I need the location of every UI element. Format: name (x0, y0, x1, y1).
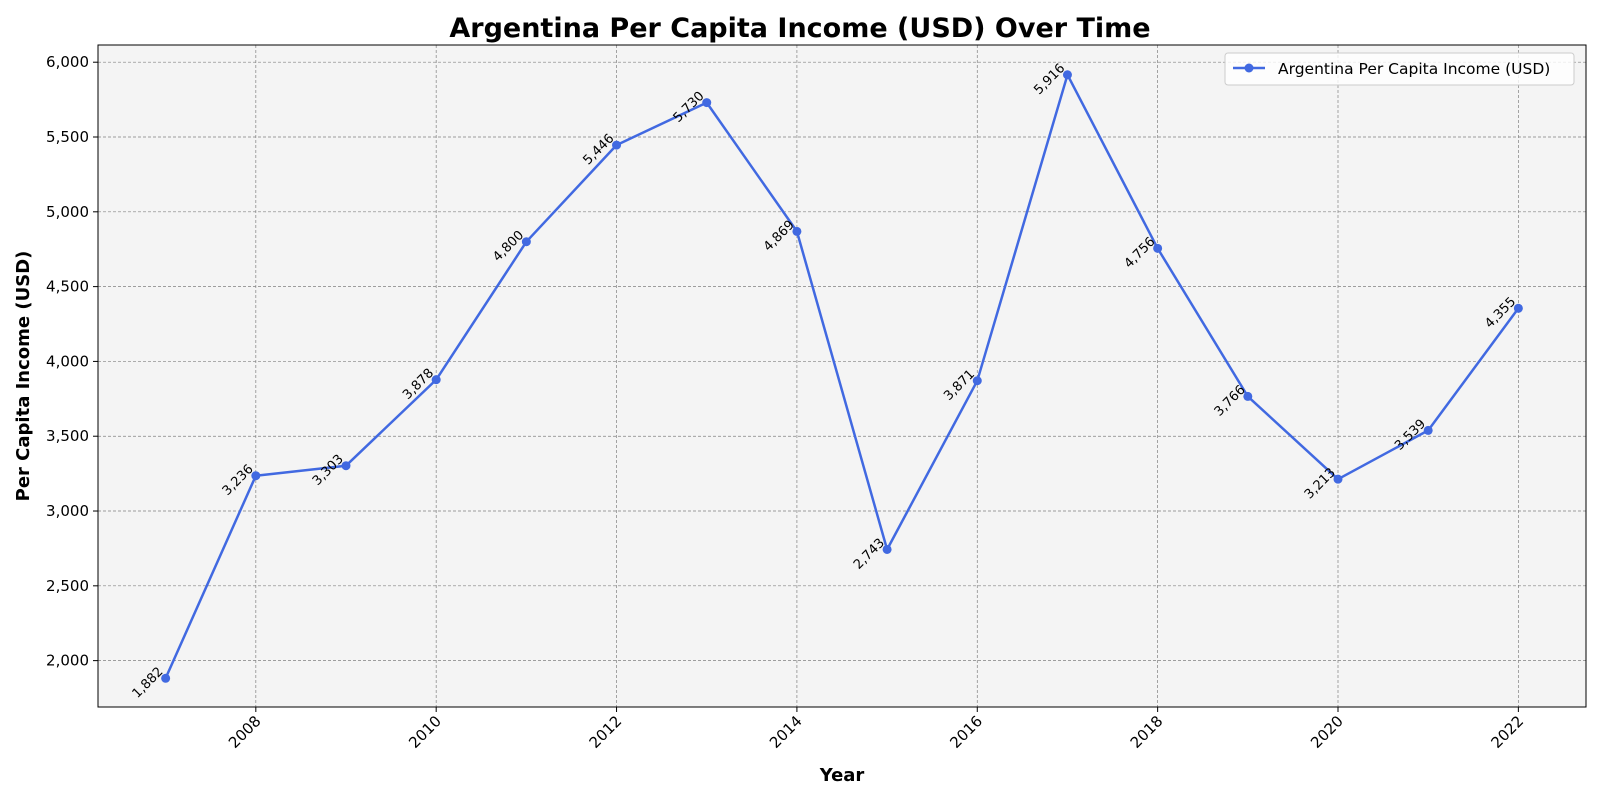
data-point (431, 375, 441, 385)
x-axis-label: Year (819, 765, 865, 786)
data-point (702, 98, 712, 108)
x-tick-label: 2012 (586, 712, 626, 752)
plot-area (98, 45, 1586, 707)
legend-frame (1224, 52, 1575, 86)
data-point (1062, 70, 1072, 80)
data-point (612, 140, 622, 150)
chart-title: Argentina Per Capita Income (USD) Over T… (449, 13, 1150, 44)
series-line (164, 73, 1520, 679)
legend: Argentina Per Capita Income (USD) (1224, 52, 1575, 86)
plot-frame (97, 44, 1587, 708)
data-point (1243, 391, 1253, 401)
x-tick-label: 2020 (1307, 712, 1347, 752)
y-tick-label: 5,500 (46, 128, 89, 146)
legend-entry: Argentina Per Capita Income (USD) (1278, 60, 1550, 78)
legend-marker-swatch (1244, 63, 1254, 73)
data-point (792, 226, 802, 236)
x-tick-label: 2014 (766, 712, 806, 752)
data-point (251, 471, 261, 481)
x-tick-label: 2010 (405, 712, 445, 752)
y-tick-label: 3,500 (46, 427, 89, 445)
y-tick-label: 6,000 (46, 53, 89, 71)
y-tick-label: 4,500 (46, 278, 89, 296)
y-tick-label: 4,000 (46, 352, 89, 370)
data-point (1423, 425, 1433, 435)
data-point (882, 544, 892, 554)
x-tick-label: 2016 (946, 712, 986, 752)
y-axis-label: Per Capita Income (USD) (13, 251, 34, 502)
data-point (521, 237, 531, 247)
data-point (161, 673, 171, 683)
x-tick-label: 2018 (1127, 712, 1167, 752)
grid (98, 45, 1586, 707)
data-point (1153, 243, 1163, 253)
y-tick-label: 5,000 (46, 203, 89, 221)
data-point (972, 376, 982, 386)
x-tick-label: 2022 (1487, 712, 1527, 752)
y-tick-label: 3,000 (46, 502, 89, 520)
data-point (1513, 303, 1523, 313)
y-tick-label: 2,500 (46, 577, 89, 595)
data-point (341, 461, 351, 471)
data-point (1333, 474, 1343, 484)
y-tick-label: 2,000 (46, 652, 89, 670)
x-tick-label: 2008 (225, 712, 265, 752)
